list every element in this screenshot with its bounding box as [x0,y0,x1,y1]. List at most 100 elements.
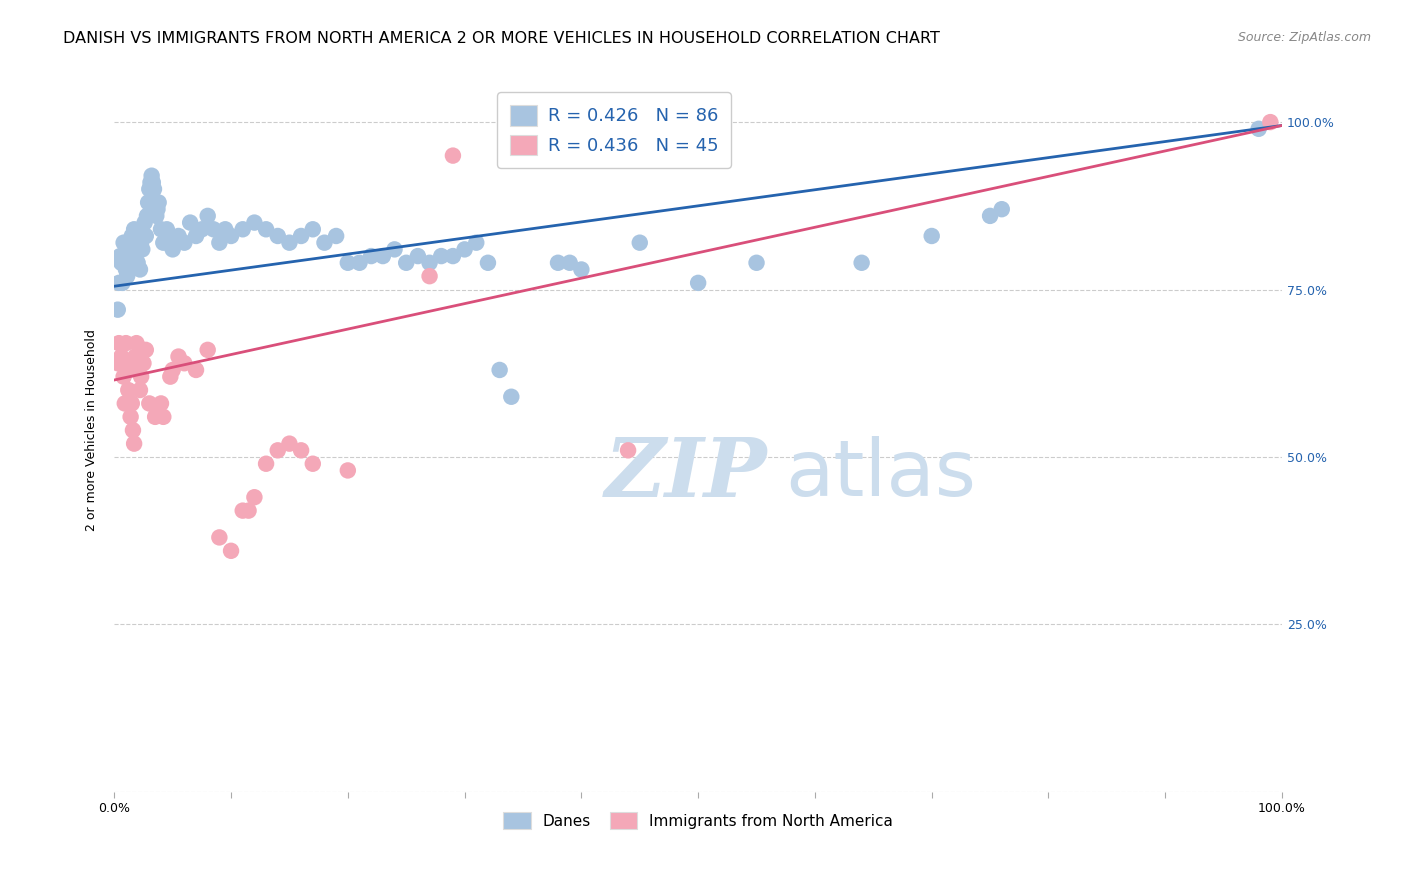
Point [301,222,323,236]
Text: atlas: atlas [786,435,977,512]
Point [990,202,1012,217]
Point [114,396,136,410]
Point [108,249,131,263]
Point [441,249,464,263]
Point [120,256,142,270]
Point [202,222,225,236]
Point [179,216,201,230]
Point [108,276,131,290]
Point [114,249,136,263]
Point [112,235,135,250]
Point [336,256,359,270]
Point [115,336,138,351]
Point [979,209,1001,223]
Text: ZIP: ZIP [605,434,768,514]
Point [191,222,214,236]
Point [143,195,166,210]
Point [118,363,141,377]
Point [465,235,488,250]
Point [122,222,145,236]
Point [145,209,167,223]
Point [162,243,184,257]
Point [148,195,170,210]
Point [131,243,153,257]
Point [143,409,166,424]
Point [290,229,312,244]
Point [129,383,152,397]
Point [254,457,277,471]
Point [117,383,139,397]
Point [243,490,266,504]
Point [110,256,132,270]
Point [558,256,581,270]
Point [371,249,394,263]
Point [208,530,231,544]
Point [243,216,266,230]
Point [628,235,651,250]
Point [142,175,165,189]
Point [921,229,943,244]
Point [122,423,145,437]
Point [325,229,347,244]
Point [419,269,441,284]
Point [127,356,149,370]
Point [547,256,569,270]
Point [136,209,159,223]
Point [1247,121,1270,136]
Point [146,202,169,217]
Point [167,350,190,364]
Text: Source: ZipAtlas.com: Source: ZipAtlas.com [1237,31,1371,45]
Point [127,256,149,270]
Point [110,350,132,364]
Point [336,463,359,477]
Point [107,356,129,370]
Point [111,276,134,290]
Point [159,229,181,244]
Point [267,229,290,244]
Point [184,363,207,377]
Point [219,544,242,558]
Point [406,249,429,263]
Point [232,222,254,236]
Point [197,343,219,357]
Point [135,229,157,244]
Point [208,235,231,250]
Point [132,356,155,370]
Point [290,443,312,458]
Point [138,396,160,410]
Point [118,235,141,250]
Point [441,148,464,162]
Point [138,182,160,196]
Point [173,356,195,370]
Point [477,256,499,270]
Point [569,262,592,277]
Point [107,302,129,317]
Point [124,249,146,263]
Point [115,356,138,370]
Point [278,436,301,450]
Point [1260,115,1282,129]
Point [501,390,523,404]
Point [267,443,290,458]
Point [149,222,172,236]
Point [128,229,150,244]
Point [129,235,152,250]
Point [120,409,142,424]
Point [314,235,336,250]
Point [745,256,768,270]
Point [124,350,146,364]
Point [214,222,236,236]
Point [141,169,163,183]
Point [143,182,166,196]
Point [159,369,181,384]
Point [162,363,184,377]
Y-axis label: 2 or more Vehicles in Household: 2 or more Vehicles in Household [86,329,98,531]
Legend: Danes, Immigrants from North America: Danes, Immigrants from North America [498,806,900,835]
Point [135,343,157,357]
Point [125,235,148,250]
Point [136,195,159,210]
Point [184,229,207,244]
Point [301,457,323,471]
Point [232,503,254,517]
Point [115,262,138,277]
